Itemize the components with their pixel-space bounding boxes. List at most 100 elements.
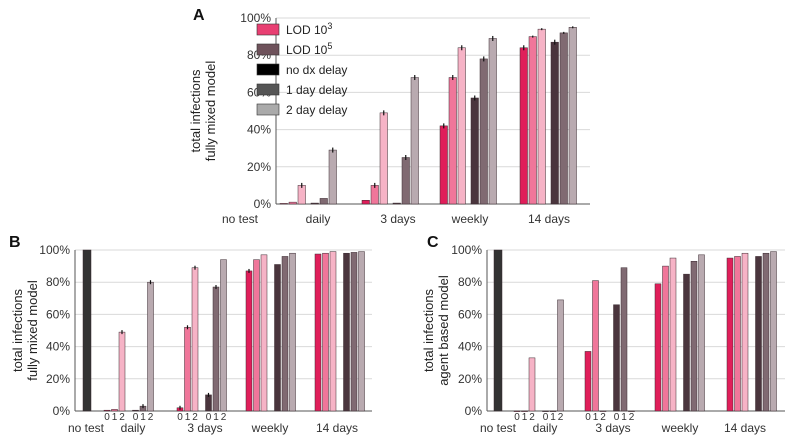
panel-c-category-label: weekly (661, 421, 699, 435)
panel-b-delay-label: 2 (192, 412, 198, 423)
panel-b-category-label: daily (121, 421, 146, 435)
panel-b-delay-label: 0 (104, 412, 110, 423)
panel-b-bar (147, 281, 154, 412)
panel-c-bar (690, 261, 698, 412)
panel-a-y-axis-label: total infectionsfully mixed model (188, 61, 218, 162)
panel-b-bar (314, 253, 322, 412)
panel-a-bar (361, 200, 370, 205)
panel-c-delay-label: 2 (529, 412, 535, 423)
panel-a-bar (392, 202, 401, 205)
panel-a: 0%20%40%60%80%100%total infectionsfully … (188, 7, 590, 226)
panel-c-delay-label: 1 (621, 412, 627, 423)
panel-b-ytick-label: 40% (46, 340, 70, 354)
panel-b-delay-label: 0 (206, 412, 212, 423)
panel-b-ytick-label: 80% (46, 275, 70, 289)
panel-c-ytick-label: 20% (458, 372, 482, 386)
panel-c-category-label: daily (533, 421, 558, 435)
panel-c: 0% 20% 40% 60% 80% 100% total infectionsagent … (421, 234, 785, 435)
panel-b-delay-label: 0 (177, 412, 183, 423)
panel-b-notest-bar (82, 249, 92, 412)
panel-c-category-label: 3 days (595, 421, 630, 435)
panel-a-bar (457, 47, 466, 205)
panel-b-ytick-label: 60% (46, 307, 70, 321)
panel-b-delay-label: 1 (185, 412, 191, 423)
panel-a-ytick-label: 0% (254, 197, 272, 211)
panel-c-bar (592, 280, 599, 412)
panel-b-letter: B (9, 234, 21, 251)
panel-b-ytick-label: 100% (39, 243, 70, 257)
panel-b-delay-label: 1 (140, 412, 146, 423)
panel-b-delay-label: 1 (213, 412, 219, 423)
panel-c-letter: C (427, 234, 439, 251)
panel-a-bar (319, 198, 328, 205)
panel-c-delay-label: 2 (629, 412, 635, 423)
panel-a-bar (328, 149, 337, 205)
panel-a-bar (559, 32, 568, 205)
panel-c-notest-bar (493, 249, 503, 412)
panel-a-bar (519, 47, 528, 205)
panel-c-bar (542, 410, 549, 412)
panel-c-delay-label: 0 (514, 412, 520, 423)
panel-c-bar (755, 256, 762, 412)
legend-swatch (256, 63, 280, 76)
panel-b-bar (132, 409, 139, 412)
panel-c-ytick-label: 100% (451, 243, 482, 257)
panel-b-bar (329, 251, 337, 412)
panel-a-letter: A (193, 7, 205, 24)
panel-a-ytick-label: 40% (247, 123, 271, 137)
panel-c-bar (521, 410, 528, 412)
panel-a-bar (401, 157, 410, 205)
panel-a-category-label: 14 days (528, 212, 570, 226)
legend-label: LOD 105 (286, 41, 332, 57)
legend-label: 1 day delay (286, 83, 347, 97)
panel-b-bar (343, 252, 350, 412)
panel-a-bar (439, 125, 448, 205)
panel-c-bar (513, 410, 521, 412)
panel-b-bar (350, 252, 358, 412)
panel-b-bar (260, 254, 268, 412)
panel-b-bar (184, 327, 191, 412)
panel-b-bar (358, 251, 365, 412)
panel-a-bar (297, 185, 306, 205)
panel-b-delay-label: 2 (119, 412, 125, 423)
panel-a-bar (537, 28, 546, 205)
legend-swatch (256, 103, 280, 116)
legend-label: no dx delay (286, 63, 347, 77)
panel-a-category-label: 3 days (380, 212, 415, 226)
panel-a-bar (288, 201, 297, 205)
panel-c-bar (734, 256, 741, 412)
panel-c-bar (549, 410, 557, 412)
panel-a-bar (550, 41, 559, 205)
panel-a-bar (448, 77, 457, 205)
panel-c-delay-label: 0 (543, 412, 549, 423)
panel-a-category-label: no test (222, 212, 259, 226)
panel-a-bar (310, 202, 319, 205)
panel-a-ytick-label: 100% (240, 11, 271, 25)
panel-b-bar (281, 256, 289, 412)
panel-b-y-axis-label: total infectionsfully mixed model (10, 280, 40, 381)
panel-c-bar (669, 257, 677, 412)
panel-b-ytick-label: 0% (53, 404, 71, 418)
panel-c-ytick-label: 0% (465, 404, 483, 418)
panel-b-delay-label: 0 (133, 412, 139, 423)
panel-b-delay-label: 1 (112, 412, 118, 423)
panel-c-delay-label: 0 (614, 412, 620, 423)
panel-b-bar (118, 331, 126, 412)
panel-a-bar (410, 77, 419, 205)
panel-b-delay-label: 2 (221, 412, 227, 423)
panel-c-delay-label: 1 (550, 412, 556, 423)
panel-a-bar (379, 112, 388, 205)
panel-b-bar (289, 252, 296, 412)
panel-c-category-label: no test (480, 421, 517, 435)
panel-c-ytick-label: 80% (458, 275, 482, 289)
panel-b-bar (220, 259, 227, 412)
panel-a-bar (470, 97, 479, 205)
panel-b-bar (245, 270, 253, 412)
panel-b-bar (322, 252, 329, 412)
panel-b: 0% 20% 40% 60% 80% 100% total infectionsfully … (9, 234, 372, 435)
panel-c-bar (599, 410, 607, 412)
panel-b-bar (212, 286, 220, 412)
panel-c-delay-label: 1 (593, 412, 599, 423)
panel-b-category-label: 14 days (316, 421, 358, 435)
panel-b-delay-label: 2 (148, 412, 154, 423)
